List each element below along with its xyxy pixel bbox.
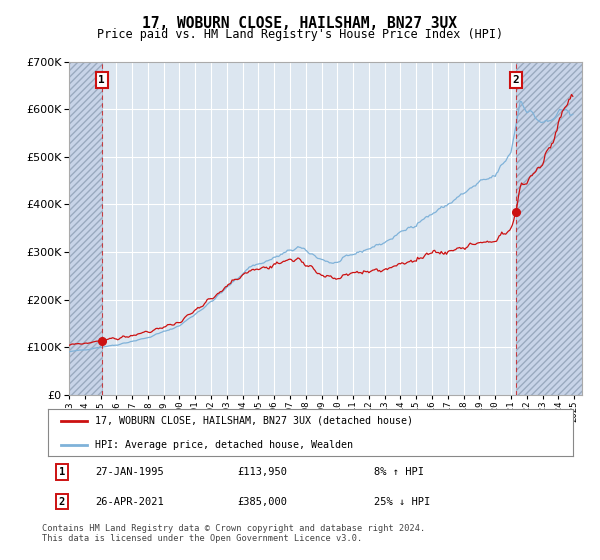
Bar: [69, 62, 102, 395]
Text: £113,950: £113,950: [237, 467, 287, 477]
Text: £385,000: £385,000: [237, 497, 287, 507]
Text: 26-APR-2021: 26-APR-2021: [95, 497, 164, 507]
Text: 8% ↑ HPI: 8% ↑ HPI: [373, 467, 424, 477]
Text: 17, WOBURN CLOSE, HAILSHAM, BN27 3UX: 17, WOBURN CLOSE, HAILSHAM, BN27 3UX: [143, 16, 458, 31]
Text: 25% ↓ HPI: 25% ↓ HPI: [373, 497, 430, 507]
Text: 17, WOBURN CLOSE, HAILSHAM, BN27 3UX (detached house): 17, WOBURN CLOSE, HAILSHAM, BN27 3UX (de…: [95, 416, 413, 426]
Text: HPI: Average price, detached house, Wealden: HPI: Average price, detached house, Weal…: [95, 440, 353, 450]
Text: 2: 2: [513, 75, 520, 85]
Text: Contains HM Land Registry data © Crown copyright and database right 2024.
This d: Contains HM Land Registry data © Crown c…: [42, 524, 425, 543]
Text: Price paid vs. HM Land Registry's House Price Index (HPI): Price paid vs. HM Land Registry's House …: [97, 28, 503, 41]
Text: 27-JAN-1995: 27-JAN-1995: [95, 467, 164, 477]
Text: 2: 2: [59, 497, 65, 507]
Text: 1: 1: [59, 467, 65, 477]
Text: 1: 1: [98, 75, 105, 85]
Bar: [516, 62, 582, 395]
